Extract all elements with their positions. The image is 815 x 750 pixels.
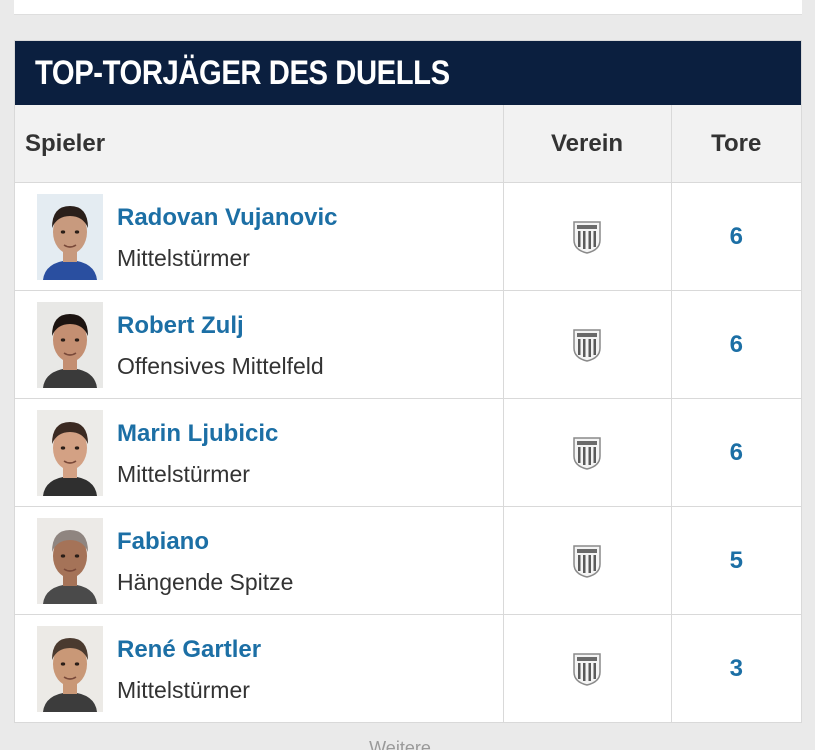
player-avatar-icon	[37, 409, 103, 496]
player-position: Mittelstürmer	[117, 460, 250, 487]
club-crest-icon[interactable]	[572, 220, 602, 254]
club-cell	[503, 290, 672, 399]
player-cell: René Gartler Mittelstürmer	[15, 614, 504, 722]
player-avatar-icon	[37, 517, 103, 604]
section-title: TOP-TORJÄGER DES DUELLS	[35, 53, 450, 92]
player-cell: Robert Zulj Offensives Mittelfeld	[15, 290, 504, 399]
club-crest-icon[interactable]	[572, 652, 602, 686]
player-cell: Fabiano Hängende Spitze	[15, 506, 504, 615]
column-header-player[interactable]: Spieler	[15, 105, 504, 183]
player-text: René Gartler Mittelstürmer	[117, 634, 261, 704]
player-info: Fabiano Hängende Spitze	[15, 517, 503, 604]
top-scorers-table: Spieler Verein Tore	[15, 105, 801, 722]
player-avatar-icon	[37, 301, 103, 388]
player-name-link[interactable]: Marin Ljubicic	[117, 419, 279, 447]
player-name-link[interactable]: Radovan Vujanovic	[117, 203, 338, 231]
club-cell	[503, 506, 672, 615]
table-body: Radovan Vujanovic Mittelstürmer 6	[15, 182, 801, 722]
player-text: Marin Ljubicic Mittelstürmer	[117, 418, 278, 488]
table-row: René Gartler Mittelstürmer 3	[15, 614, 801, 722]
player-portrait[interactable]	[37, 517, 103, 604]
player-info: Robert Zulj Offensives Mittelfeld	[15, 301, 503, 388]
club-cell	[503, 614, 672, 722]
player-position: Hängende Spitze	[117, 568, 294, 595]
player-position: Mittelstürmer	[117, 676, 250, 703]
player-info: Marin Ljubicic Mittelstürmer	[15, 409, 503, 496]
table-row: Radovan Vujanovic Mittelstürmer 6	[15, 182, 801, 291]
section-header: TOP-TORJÄGER DES DUELLS	[15, 41, 801, 105]
goals-count-link[interactable]: 6	[671, 182, 801, 291]
table-row: Fabiano Hängende Spitze 5	[15, 506, 801, 615]
column-header-goals[interactable]: Tore	[671, 105, 801, 183]
player-portrait[interactable]	[37, 193, 103, 280]
player-position: Offensives Mittelfeld	[117, 352, 324, 379]
player-name-link[interactable]: Fabiano	[117, 527, 210, 555]
player-cell: Marin Ljubicic Mittelstürmer	[15, 398, 504, 507]
goals-count-link[interactable]: 3	[729, 654, 743, 682]
player-info: René Gartler Mittelstürmer	[15, 625, 503, 712]
previous-card-bottom	[14, 0, 802, 15]
column-header-club[interactable]: Verein	[503, 105, 672, 183]
club-cell	[503, 182, 672, 291]
top-scorers-card: TOP-TORJÄGER DES DUELLS Spieler Verein T…	[14, 40, 802, 723]
player-text: Fabiano Hängende Spitze	[117, 526, 293, 596]
player-info: Radovan Vujanovic Mittelstürmer	[15, 193, 503, 280]
table-header-row: Spieler Verein Tore	[15, 105, 801, 183]
more-link-partial[interactable]: Weitere	[369, 738, 431, 750]
player-avatar-icon	[37, 625, 103, 712]
player-text: Robert Zulj Offensives Mittelfeld	[117, 310, 324, 380]
club-cell	[503, 398, 672, 507]
player-portrait[interactable]	[37, 301, 103, 388]
player-name-link[interactable]: René Gartler	[117, 635, 262, 663]
goals-count-link[interactable]: 6	[671, 398, 801, 507]
player-portrait[interactable]	[37, 409, 103, 496]
player-name-link[interactable]: Robert Zulj	[117, 311, 244, 339]
table-row: Robert Zulj Offensives Mittelfeld 6	[15, 290, 801, 399]
goals-count-link[interactable]: 6	[671, 290, 801, 399]
player-position: Mittelstürmer	[117, 244, 250, 271]
club-crest-icon[interactable]	[572, 328, 602, 362]
player-avatar-icon	[37, 193, 103, 280]
club-crest-icon[interactable]	[572, 436, 602, 470]
goals-count-link[interactable]: 5	[671, 506, 801, 615]
club-crest-icon[interactable]	[572, 544, 602, 578]
player-text: Radovan Vujanovic Mittelstürmer	[117, 202, 338, 272]
player-portrait[interactable]	[37, 625, 103, 712]
player-cell: Radovan Vujanovic Mittelstürmer	[15, 182, 504, 291]
table-row: Marin Ljubicic Mittelstürmer 6	[15, 398, 801, 507]
